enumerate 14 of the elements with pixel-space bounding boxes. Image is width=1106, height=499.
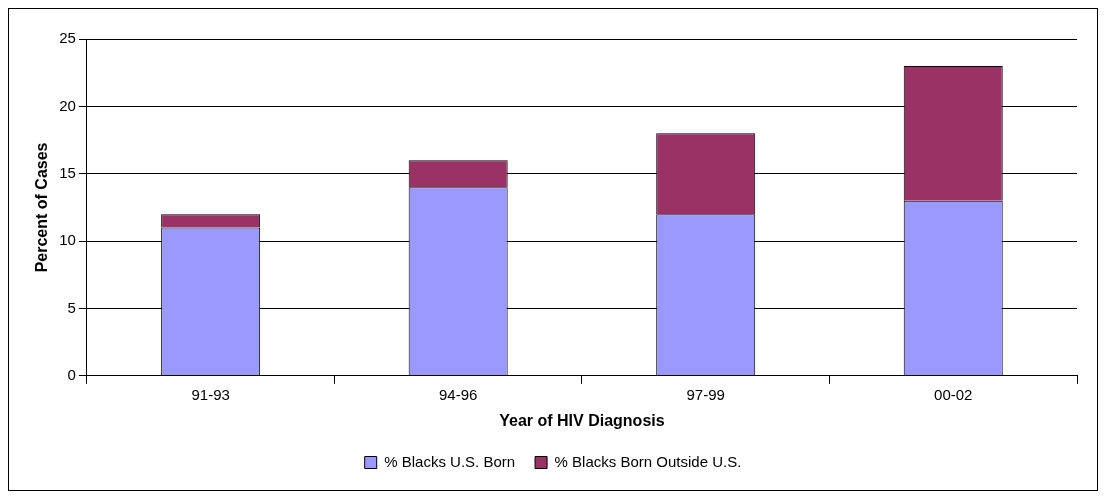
legend-label: % Blacks U.S. Born [384, 452, 516, 470]
y-tick-label: 0 [67, 365, 76, 383]
y-tick-label: 5 [67, 298, 76, 316]
x-tick-label: 97-99 [686, 385, 725, 403]
y-tick-label: 25 [59, 29, 76, 47]
legend-label: % Blacks Born Outside U.S. [554, 452, 742, 470]
x-tick-label: 94-96 [438, 385, 478, 403]
x-tick-label: 00-02 [934, 385, 973, 403]
y-tick-label: 10 [59, 231, 76, 249]
y-tick-label: 20 [59, 96, 76, 114]
y-tick-label: 15 [59, 163, 76, 181]
x-tick-label: 91-93 [191, 385, 230, 403]
x-axis-title: Year of HIV Diagnosis [499, 411, 665, 429]
y-axis-title: Percent of Cases [33, 142, 51, 273]
